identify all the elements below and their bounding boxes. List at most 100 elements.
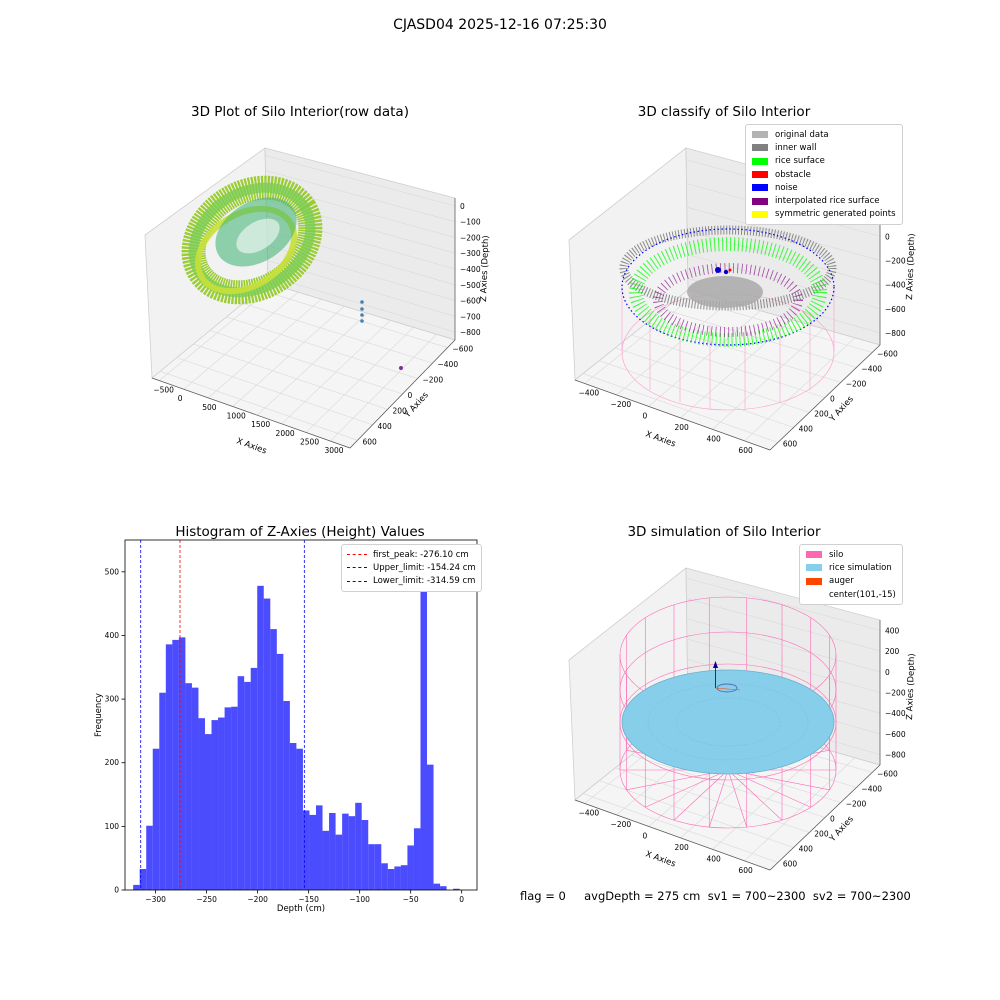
z-tick-label: −700 — [460, 312, 481, 321]
histogram-bar — [342, 813, 349, 890]
z-tick-label: −400 — [460, 265, 481, 274]
histogram-bar — [394, 866, 401, 890]
histogram-reference-lines — [140, 540, 305, 890]
z-tick-label: −400 — [885, 709, 906, 718]
raw-outlier-points — [360, 300, 403, 370]
z-tick-label: −600 — [885, 305, 906, 314]
legend-swatch — [806, 577, 822, 585]
y-tick-label: 0 — [114, 886, 119, 895]
figure-title: CJASD04 2025-12-16 07:25:30 — [393, 17, 607, 33]
legend-swatch — [752, 210, 768, 218]
y-tick-label: −400 — [861, 785, 882, 794]
histogram-bar — [433, 883, 441, 890]
classify-rice-surface-points — [629, 237, 827, 347]
z-tick-label: −200 — [885, 689, 906, 698]
y-tick-label: −400 — [438, 360, 459, 369]
histogram-bar — [244, 681, 251, 890]
plot-title-simulation: 3D simulation of Silo Interior — [627, 524, 821, 540]
z-tick-label: −500 — [460, 281, 481, 290]
z-tick-label: 400 — [885, 626, 900, 635]
z-tick-label: −800 — [885, 751, 906, 760]
simulation-x-axis-label: X Axies — [644, 849, 677, 869]
y-tick-label: −600 — [453, 345, 474, 354]
y-tick-label: 400 — [105, 631, 120, 640]
legend-swatch — [752, 157, 768, 165]
histogram-bar — [361, 820, 369, 890]
legend-entry: original data — [752, 128, 896, 141]
legend-swatch — [806, 551, 822, 559]
y-tick-label: 200 — [393, 406, 408, 415]
legend-entry: noise — [752, 181, 896, 194]
legend-entry: center(101,-15) — [806, 588, 896, 601]
legend-entry: Upper_limit: -154.24 cm — [347, 561, 476, 574]
histogram-bar — [355, 802, 362, 890]
z-tick-label: 0 — [885, 668, 890, 677]
classify-x-tick-labels: −400 −200 0 200 400 600 — [579, 388, 753, 454]
legend-swatch — [752, 171, 768, 179]
y-tick-label: 100 — [105, 822, 120, 831]
histogram-bar — [348, 816, 356, 890]
dashed-line-icon — [347, 554, 367, 556]
histogram-bar — [381, 863, 388, 890]
histogram-bar — [198, 718, 205, 890]
classify-legend: original data inner wall rice surface obsta… — [745, 124, 903, 226]
plot-title-classify: 3D classify of Silo Interior — [637, 104, 811, 120]
y-tick-label: −200 — [846, 800, 867, 809]
x-tick-label: 2000 — [276, 429, 295, 438]
histogram-bar — [257, 585, 264, 890]
histogram-bar — [302, 810, 310, 890]
raw-z-axis-label: Z Axies (Depth) — [479, 235, 491, 302]
x-tick-label: 0 — [178, 394, 183, 403]
histogram-bar — [211, 720, 219, 890]
x-tick-label: 2500 — [300, 437, 319, 446]
histogram-bar — [315, 805, 323, 890]
status-footer: flag = 0 avgDepth = 275 cm sv1 = 700~230… — [520, 889, 911, 903]
histogram-bar — [152, 748, 160, 890]
legend-entry: inner wall — [752, 141, 896, 154]
simulation-auger — [713, 661, 741, 693]
simulation-legend: silo rice simulation auger center(101,-15) — [799, 544, 903, 606]
histogram-bar — [204, 734, 212, 890]
y-tick-label: −200 — [423, 376, 444, 385]
x-tick-label: −150 — [298, 895, 319, 904]
x-tick-label: 0 — [643, 831, 648, 840]
y-tick-label: −600 — [877, 770, 898, 779]
x-tick-label: 0 — [459, 895, 464, 904]
y-tick-label: −600 — [877, 350, 898, 359]
histogram-bar — [133, 884, 140, 890]
histogram-bar — [250, 667, 258, 890]
histogram-bar — [178, 637, 186, 890]
histogram-bar — [413, 828, 421, 890]
x-tick-label: −400 — [579, 808, 600, 817]
simulation-3d-axis-lines — [574, 620, 881, 871]
x-tick-label: −250 — [196, 895, 217, 904]
x-tick-label: 600 — [738, 866, 753, 875]
histogram-bar — [296, 748, 303, 890]
raw-z-tick-labels: 0 −100 −200 −300 −400 −500 −600 −700 −800 — [460, 202, 481, 337]
y-tick-label: 400 — [799, 425, 814, 434]
histogram-bar — [407, 845, 414, 890]
simulation-z-axis-label: Z Axies (Depth) — [905, 653, 917, 720]
classify-z-axis-label: Z Axies (Depth) — [905, 233, 917, 300]
x-tick-label: −200 — [611, 400, 632, 409]
histogram-bar — [185, 683, 192, 890]
x-tick-label: −400 — [579, 388, 600, 397]
y-tick-label: 400 — [799, 845, 814, 854]
z-tick-label: 0 — [885, 232, 890, 241]
simulation-z-tick-labels: 400 200 0 −200 −400 −600 −800 — [885, 626, 906, 759]
raw-x-tick-labels: −500 0 500 1000 1500 2000 2500 3000 — [153, 386, 343, 455]
x-tick-label: −200 — [611, 820, 632, 829]
y-tick-label: 600 — [783, 440, 798, 449]
histogram-bar — [276, 653, 284, 890]
y-tick-label: −200 — [846, 380, 867, 389]
histogram-bar — [387, 869, 395, 890]
z-tick-label: −400 — [885, 281, 906, 290]
y-tick-label: 0 — [830, 395, 835, 404]
histogram-y-axis-label: Frequency — [94, 693, 104, 737]
y-tick-label: 200 — [814, 410, 829, 419]
